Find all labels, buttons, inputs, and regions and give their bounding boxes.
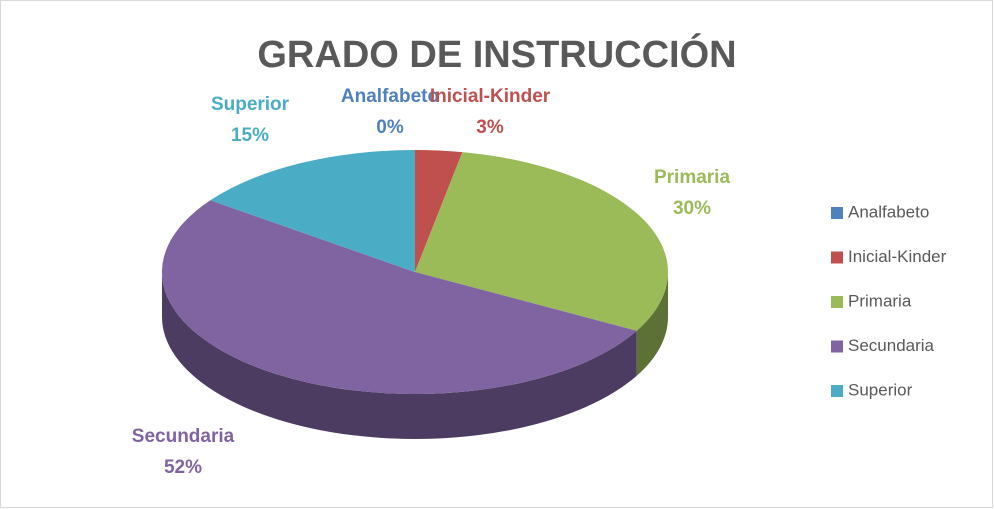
legend-label: Primaria — [848, 291, 912, 310]
slice-side — [162, 272, 637, 439]
legend-swatch — [831, 296, 843, 308]
legend-swatch — [831, 251, 843, 264]
slice — [415, 150, 463, 272]
slice — [210, 150, 415, 272]
slice — [415, 152, 668, 331]
data-label-value: 30% — [673, 198, 711, 219]
legend-label: Secundaria — [848, 336, 935, 355]
data-label-value: 52% — [164, 457, 202, 478]
data-label-name: Primaria — [654, 167, 730, 188]
legend-swatch — [831, 340, 843, 353]
legend-label: Analfabeto — [848, 202, 929, 221]
legend-label: Superior — [848, 380, 913, 399]
legend-swatch — [831, 207, 843, 219]
data-label-value: 3% — [476, 117, 504, 138]
data-label-name: Secundaria — [132, 426, 235, 447]
data-label-value: 15% — [231, 125, 269, 146]
data-label-value: 0% — [376, 117, 404, 138]
slice — [161, 200, 637, 395]
slice-side — [636, 272, 668, 376]
legend-swatch — [831, 385, 843, 397]
chart-title: GRADO DE INSTRUCCIÓN — [257, 32, 736, 76]
legend-label: Inicial-Kinder — [848, 247, 947, 266]
data-label-name: Superior — [211, 94, 290, 115]
data-label-name: Analfabeto — [341, 86, 439, 107]
data-label-name: Inicial-Kinder — [430, 86, 551, 107]
